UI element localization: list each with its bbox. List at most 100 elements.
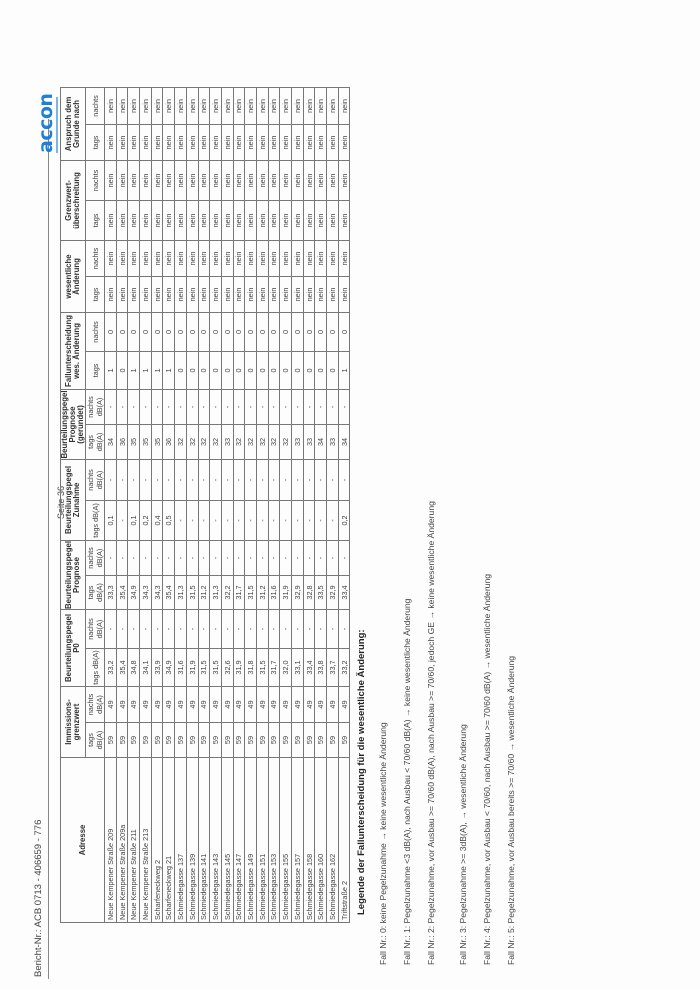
report-number: Bericht-Nr.: ACB 0713 - 406659 - 776 (33, 819, 44, 977)
cell-p0-t: 34,1 (139, 648, 152, 687)
cell-ge-t: 33 (221, 424, 234, 460)
cell-pr-n: - (116, 540, 128, 576)
cell-address: Schmiedegasse 157 (291, 757, 304, 923)
cell-p0-t: 33,8 (314, 648, 327, 687)
cell-zu-t: - (233, 500, 245, 541)
subheader-nachts: nachts dB(A) (85, 609, 105, 649)
cell-zu-t: - (256, 500, 269, 541)
cell-g-n: nein (338, 160, 350, 201)
cell-f-n: 0 (186, 312, 198, 352)
cell-w-t: nein (127, 276, 140, 313)
cell-a-t: nein (314, 124, 327, 161)
cell-w-n: nein (291, 240, 304, 277)
cell-pr-t: 31,3 (209, 575, 222, 610)
cell-p0-n: - (209, 609, 222, 649)
cell-ge-t: 33 (303, 424, 315, 460)
cell-p0-n: - (104, 609, 117, 649)
cell-w-n: nein (127, 240, 140, 277)
cell-w-n: nein (116, 240, 128, 277)
cell-ig-n: 49 (104, 686, 117, 723)
cell-pr-t: 31,2 (256, 575, 269, 610)
cell-ge-t: 36 (116, 424, 128, 460)
cell-a-n: nein (209, 87, 222, 125)
cell-g-t: nein (139, 200, 152, 241)
cell-a-n: nein (186, 87, 198, 125)
cell-f-n: 0 (256, 312, 269, 352)
cell-ig-n: 49 (268, 686, 280, 723)
cell-p0-n: - (233, 609, 245, 649)
accon-logo: accon (35, 93, 60, 153)
cell-a-n: nein (326, 87, 339, 125)
cell-pr-n: - (268, 540, 280, 576)
cell-address: Scharfeneckweg 21 (162, 757, 175, 923)
cell-f-t: 0 (326, 351, 339, 390)
cell-zu-t: - (174, 500, 187, 541)
cell-w-n: nein (221, 240, 234, 277)
cell-f-n: 0 (244, 312, 257, 352)
cell-zu-n: - (338, 459, 350, 501)
cell-p0-t: 35,4 (116, 648, 128, 687)
cell-g-t: nein (314, 200, 327, 241)
legend-item: Fall Nr.: 5: Pegelzunahme, vor Ausbau be… (506, 655, 516, 965)
cell-zu-t: 0,2 (338, 500, 350, 541)
cell-ge-n: - (326, 389, 339, 425)
cell-f-t: 0 (209, 351, 222, 390)
cell-g-t: nein (268, 200, 280, 241)
cell-a-t: nein (198, 124, 210, 161)
cell-f-n: 0 (104, 312, 117, 352)
table-row: Neue Kempener Straße 211 59 49 34,8-34,9-0,… (127, 87, 140, 923)
header-zunahme: Beurteilungspegel Zunahme (60, 459, 86, 541)
cell-g-t: nein (338, 200, 350, 241)
cell-ig-t: 59 (233, 722, 245, 758)
cell-g-t: nein (233, 200, 245, 241)
header-address: Adresse (60, 757, 105, 923)
table-row: Neue Kempener Straße 209 59 49 33,2-33,3-0,… (104, 87, 117, 923)
cell-w-t: nein (186, 276, 198, 313)
cell-pr-n: - (303, 540, 315, 576)
cell-ge-t: 32 (174, 424, 187, 460)
cell-g-t: nein (104, 200, 117, 241)
cell-zu-t: 0,2 (139, 500, 152, 541)
cell-a-t: nein (104, 124, 117, 161)
cell-ge-n: - (291, 389, 304, 425)
cell-ge-t: 32 (256, 424, 269, 460)
cell-g-t: nein (326, 200, 339, 241)
cell-g-n: nein (291, 160, 304, 201)
cell-f-n: 0 (174, 312, 187, 352)
cell-g-n: nein (314, 160, 327, 201)
cell-ge-t: 32 (233, 424, 245, 460)
cell-p0-n: - (116, 609, 128, 649)
cell-w-n: nein (151, 240, 163, 277)
cell-zu-n: - (221, 459, 234, 501)
cell-ig-t: 59 (127, 722, 140, 758)
cell-pr-t: 32,9 (291, 575, 304, 610)
cell-g-t: nein (198, 200, 210, 241)
cell-g-n: nein (116, 160, 128, 201)
cell-w-n: nein (139, 240, 152, 277)
cell-f-t: 0 (186, 351, 198, 390)
cell-w-n: nein (162, 240, 175, 277)
cell-address: Schmiedegasse 143 (209, 757, 222, 923)
legend-item: Fall Nr.: 0: keine Pegelzunahme → keine … (378, 722, 388, 965)
cell-g-n: nein (268, 160, 280, 201)
header-immission: Immissions-grenzwert (60, 686, 86, 758)
cell-p0-t: 32,6 (221, 648, 234, 687)
cell-w-n: nein (268, 240, 280, 277)
cell-pr-n: - (326, 540, 339, 576)
table-row: Schmiedegasse 145 59 49 32,6-32,2- - -33-0 0 ne… (221, 87, 234, 923)
cell-g-n: nein (326, 160, 339, 201)
subheader-nachts: nachts dB(A) (85, 459, 105, 501)
cell-zu-t: - (209, 500, 222, 541)
cell-pr-n: - (104, 540, 117, 576)
cell-w-t: nein (174, 276, 187, 313)
cell-ge-n: - (162, 389, 175, 425)
table-row: Schmiedegasse 157 59 49 33,1-32,9- - -33-0 0 ne… (291, 87, 304, 923)
cell-ig-n: 49 (198, 686, 210, 723)
table-row: Schmiedegasse 139 59 49 31,9-31,5- - -32-0 0 ne… (186, 87, 198, 923)
cell-p0-t: 33,1 (291, 648, 304, 687)
header-fall: Fallunterscheidung wes. Änderung (60, 312, 86, 390)
cell-a-t: nein (291, 124, 304, 161)
cell-ig-n: 49 (174, 686, 187, 723)
cell-f-t: 0 (303, 351, 315, 390)
